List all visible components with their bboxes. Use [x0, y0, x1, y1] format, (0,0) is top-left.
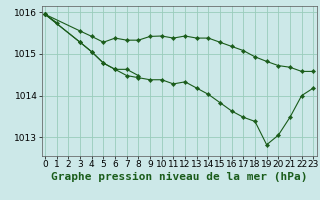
- X-axis label: Graphe pression niveau de la mer (hPa): Graphe pression niveau de la mer (hPa): [51, 172, 308, 182]
